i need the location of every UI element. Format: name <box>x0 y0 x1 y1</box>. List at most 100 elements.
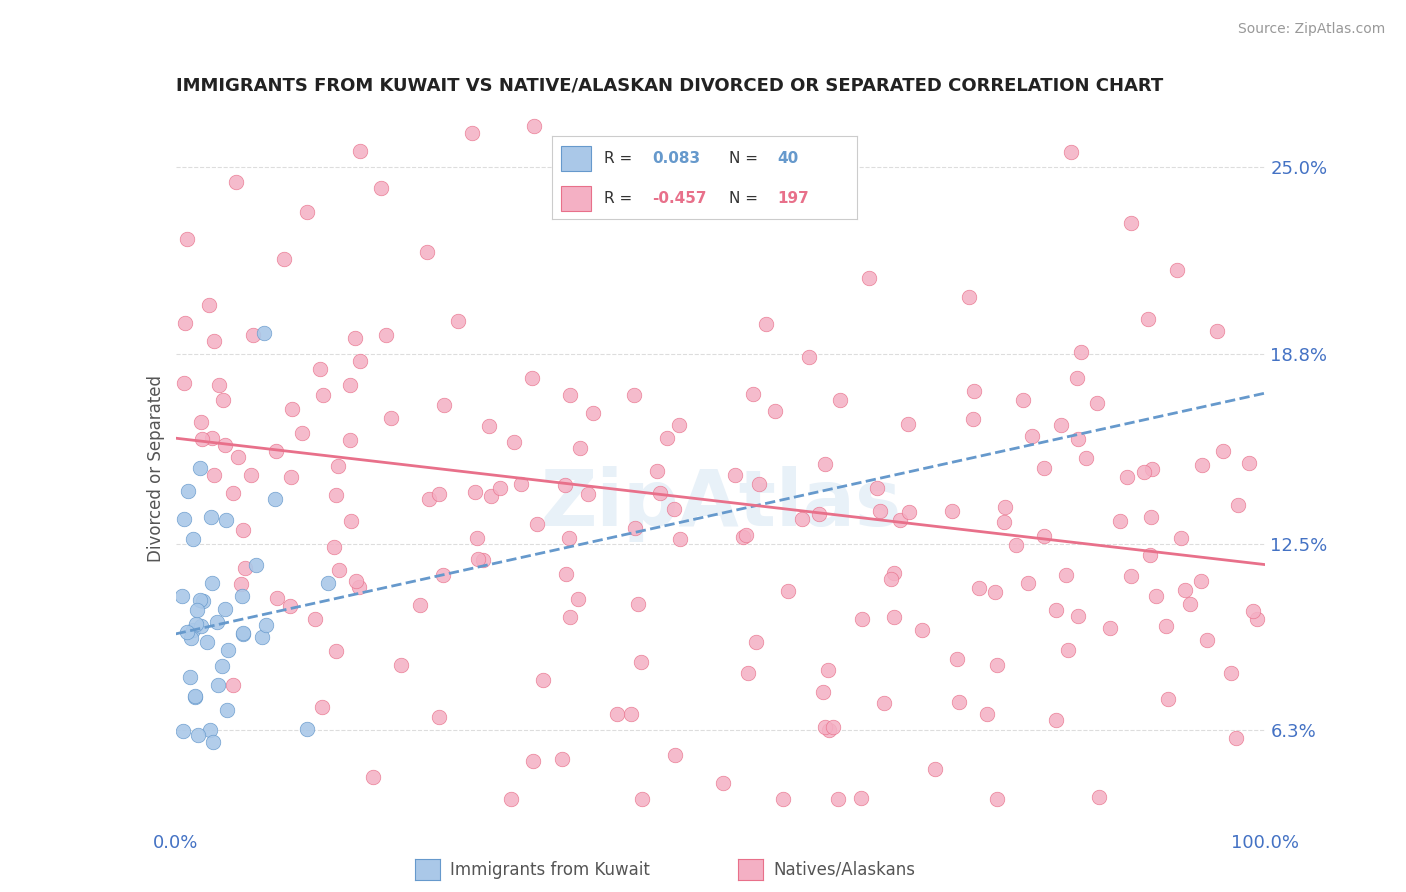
Point <box>266 591 288 606</box>
Point <box>281 402 304 417</box>
Point <box>172 590 194 604</box>
Point <box>737 665 759 680</box>
Point <box>207 615 229 630</box>
Text: IMMIGRANTS FROM KUWAIT VS NATIVE/ALASKAN DIVORCED OR SEPARATED CORRELATION CHART: IMMIGRANTS FROM KUWAIT VS NATIVE/ALASKAN… <box>176 77 1163 95</box>
Point <box>344 574 367 588</box>
Point <box>176 625 198 640</box>
Point <box>814 721 837 735</box>
Point <box>948 695 970 709</box>
Point <box>1225 731 1247 745</box>
Point <box>204 334 226 349</box>
Point <box>349 354 371 368</box>
Point <box>232 523 254 537</box>
Point <box>897 505 920 519</box>
Point <box>222 485 245 500</box>
Point <box>226 450 249 465</box>
Point <box>188 593 211 607</box>
Point <box>1005 538 1028 552</box>
Point <box>555 566 578 581</box>
Point <box>181 532 204 546</box>
Point <box>416 244 439 259</box>
Point <box>755 317 778 331</box>
Point <box>328 563 350 577</box>
Point <box>946 651 969 665</box>
Point <box>173 316 195 330</box>
Point <box>339 378 361 392</box>
Point <box>522 754 544 768</box>
Point <box>1098 621 1121 635</box>
Point <box>499 792 522 806</box>
Point <box>962 412 984 426</box>
Point <box>195 635 218 649</box>
Point <box>370 180 392 194</box>
Point <box>217 643 239 657</box>
Point <box>263 492 285 507</box>
Point <box>325 488 347 502</box>
Point <box>201 576 224 591</box>
Point <box>181 623 204 637</box>
Point <box>1067 608 1090 623</box>
Point <box>240 468 263 483</box>
Point <box>814 457 837 471</box>
Point <box>657 431 679 445</box>
Point <box>883 609 905 624</box>
Point <box>1246 612 1268 626</box>
Point <box>1119 569 1142 583</box>
Point <box>184 689 207 703</box>
Point <box>208 378 231 392</box>
Point <box>869 503 891 517</box>
Point <box>295 723 318 737</box>
Point <box>851 612 873 626</box>
Point <box>976 706 998 721</box>
Text: Source: ZipAtlas.com: Source: ZipAtlas.com <box>1237 22 1385 37</box>
Point <box>1174 582 1197 597</box>
Point <box>963 384 986 398</box>
Point <box>211 658 233 673</box>
Point <box>200 509 222 524</box>
Point <box>911 623 934 637</box>
Point <box>427 710 450 724</box>
Point <box>711 776 734 790</box>
Point <box>828 393 851 408</box>
Point <box>349 144 371 158</box>
Point <box>328 459 350 474</box>
Point <box>558 531 581 545</box>
Point <box>986 658 1008 673</box>
Point <box>576 487 599 501</box>
Point <box>510 477 533 491</box>
Point <box>252 630 274 644</box>
Point <box>479 489 502 503</box>
Point <box>173 376 195 390</box>
Point <box>179 670 201 684</box>
Point <box>214 438 236 452</box>
Point <box>339 433 361 447</box>
Point <box>465 531 488 545</box>
Point <box>1012 392 1035 407</box>
Point <box>1157 692 1180 706</box>
Point <box>460 126 482 140</box>
Point <box>763 404 786 418</box>
Point <box>993 516 1015 530</box>
Point <box>232 626 254 640</box>
Point <box>464 485 486 500</box>
Point <box>309 361 332 376</box>
Point <box>363 770 385 784</box>
Point <box>772 792 794 806</box>
Point <box>1170 531 1192 545</box>
Point <box>568 441 591 455</box>
Point <box>645 464 668 478</box>
Point <box>187 728 209 742</box>
Point <box>478 418 501 433</box>
Text: Immigrants from Kuwait: Immigrants from Kuwait <box>450 861 650 879</box>
Point <box>1066 371 1088 385</box>
Point <box>198 298 221 312</box>
Point <box>967 581 990 595</box>
Point <box>1057 643 1080 657</box>
Point <box>254 618 277 632</box>
Point <box>818 723 841 738</box>
Point <box>1220 666 1243 681</box>
Point <box>231 590 253 604</box>
Point <box>214 601 236 615</box>
Point <box>883 566 905 580</box>
Point <box>374 328 396 343</box>
